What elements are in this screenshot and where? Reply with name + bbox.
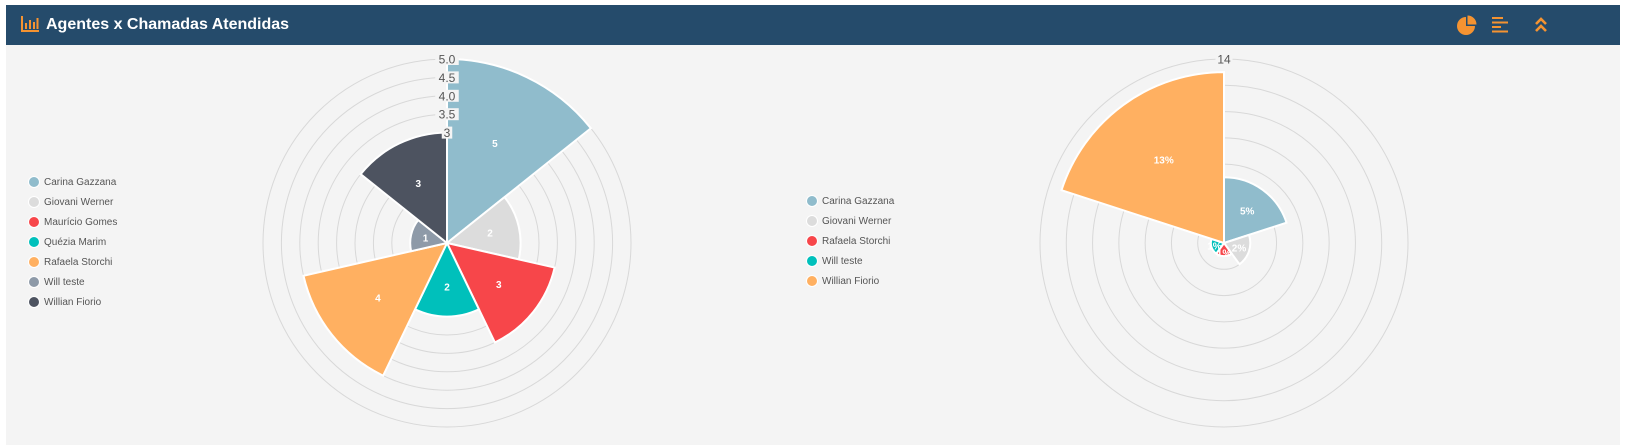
slice-value-label: 2 [487, 229, 493, 240]
legend-label: Will teste [44, 276, 85, 288]
panel-header: Agentes x Chamadas Atendidas [6, 5, 1620, 45]
legend-item[interactable]: Maurício Gomes [28, 212, 117, 232]
legend-label: Giovani Werner [44, 196, 114, 208]
legend-item[interactable]: Quézia Marim [28, 232, 117, 252]
legend-item[interactable]: Will teste [806, 251, 894, 271]
slice-carina-gazzana[interactable] [446, 57, 593, 246]
tick-label-bg [1215, 53, 1233, 65]
legend-label: Rafaela Storchi [44, 256, 113, 268]
legend-label: Willian Fiorio [822, 275, 880, 287]
legend-label: Will teste [822, 255, 863, 267]
slice-value-label: 3 [415, 179, 421, 190]
radial-tick-label: 4.0 [439, 89, 456, 103]
slice-willian-fiorio[interactable] [359, 131, 448, 246]
slice-value-label: 5 [492, 139, 498, 150]
radial-tick-label: 3 [444, 126, 451, 140]
slice-giovani-werner[interactable] [444, 195, 522, 261]
slice-value-label: 1% [1217, 249, 1232, 260]
legend-label: Giovani Werner [822, 215, 892, 227]
pie-chart-icon[interactable] [1455, 14, 1477, 36]
slice-value-label: 3 [496, 280, 502, 291]
chart-panel: Agentes x Chamadas Atendidas 5 2 3 2 4 1 3 5.0 4… [6, 5, 1620, 445]
slice-rafaela-storchi[interactable] [302, 241, 449, 377]
tick-label-bg [441, 126, 453, 139]
legend-item[interactable]: Willian Fiorio [28, 292, 117, 312]
slice-maur-cio-gomes[interactable] [445, 241, 556, 344]
slice-value-label: 1% [1207, 242, 1222, 253]
bar-chart-icon [21, 16, 39, 32]
slice-value-label: 13% [1154, 156, 1174, 167]
slice-value-label: 2 [444, 283, 450, 294]
radial-tick-label: 3.5 [439, 108, 456, 122]
radial-tick-label: 14 [1217, 53, 1231, 67]
legend-swatch [28, 216, 40, 228]
collapse-up-icon[interactable] [1530, 14, 1552, 36]
legend-chart-2: Carina Gazzana Giovani Werner Rafaela Stor… [806, 191, 894, 291]
legend-swatch [806, 255, 818, 267]
slice-value-label: 4 [375, 294, 381, 305]
legend-swatch [28, 256, 40, 268]
legend-item[interactable]: Carina Gazzana [806, 191, 894, 211]
legend-label: Carina Gazzana [822, 195, 895, 207]
legend-label: Quézia Marim [44, 236, 107, 248]
legend-label: Carina Gazzana [44, 176, 117, 188]
legend-item[interactable]: Carina Gazzana [28, 172, 117, 192]
legend-label: Willian Fiorio [44, 296, 102, 308]
legend-swatch [806, 195, 818, 207]
tick-label-bg [435, 108, 459, 121]
legend-chart-1: Carina Gazzana Giovani Werner Maurício Gom… [28, 172, 117, 312]
slice-value-label: 5% [1240, 207, 1255, 218]
slice-carina-gazzana[interactable] [1223, 176, 1288, 245]
legend-item[interactable]: Rafaela Storchi [806, 231, 894, 251]
legend-item[interactable]: Rafaela Storchi [28, 252, 117, 272]
bar-list-icon[interactable] [1489, 14, 1511, 36]
legend-swatch [806, 235, 818, 247]
legend-swatch [28, 276, 40, 288]
slice-giovani-werner[interactable] [1222, 233, 1252, 266]
tick-label-bg [435, 71, 459, 84]
legend-item[interactable]: Will teste [28, 272, 117, 292]
legend-swatch [28, 176, 40, 188]
legend-swatch [806, 215, 818, 227]
legend-swatch [806, 275, 818, 287]
slice-value-label: 1 [423, 234, 429, 245]
polar-chart-1: 5 2 3 2 4 1 3 5.0 4.5 4.0 3.5 3 [262, 53, 632, 428]
polar-chart-2: 5%2%1%1%13%14 [1039, 53, 1409, 428]
panel-title: Agentes x Chamadas Atendidas [46, 16, 290, 33]
radial-tick-label: 4.5 [439, 71, 456, 85]
tick-label-bg [435, 89, 459, 102]
tick-label-bg [435, 53, 459, 65]
legend-label: Maurício Gomes [44, 216, 118, 228]
legend-item[interactable]: Giovani Werner [28, 192, 117, 212]
legend-swatch [28, 296, 40, 308]
legend-label: Rafaela Storchi [822, 235, 891, 247]
slice-value-label: 2% [1232, 243, 1247, 254]
radial-tick-label: 5.0 [439, 53, 456, 67]
slice-qu-zia-marim[interactable] [413, 240, 481, 318]
legend-item[interactable]: Willian Fiorio [806, 271, 894, 291]
slice-willian-fiorio[interactable] [1060, 71, 1225, 245]
legend-swatch [28, 236, 40, 248]
legend-item[interactable]: Giovani Werner [806, 211, 894, 231]
legend-swatch [28, 196, 40, 208]
